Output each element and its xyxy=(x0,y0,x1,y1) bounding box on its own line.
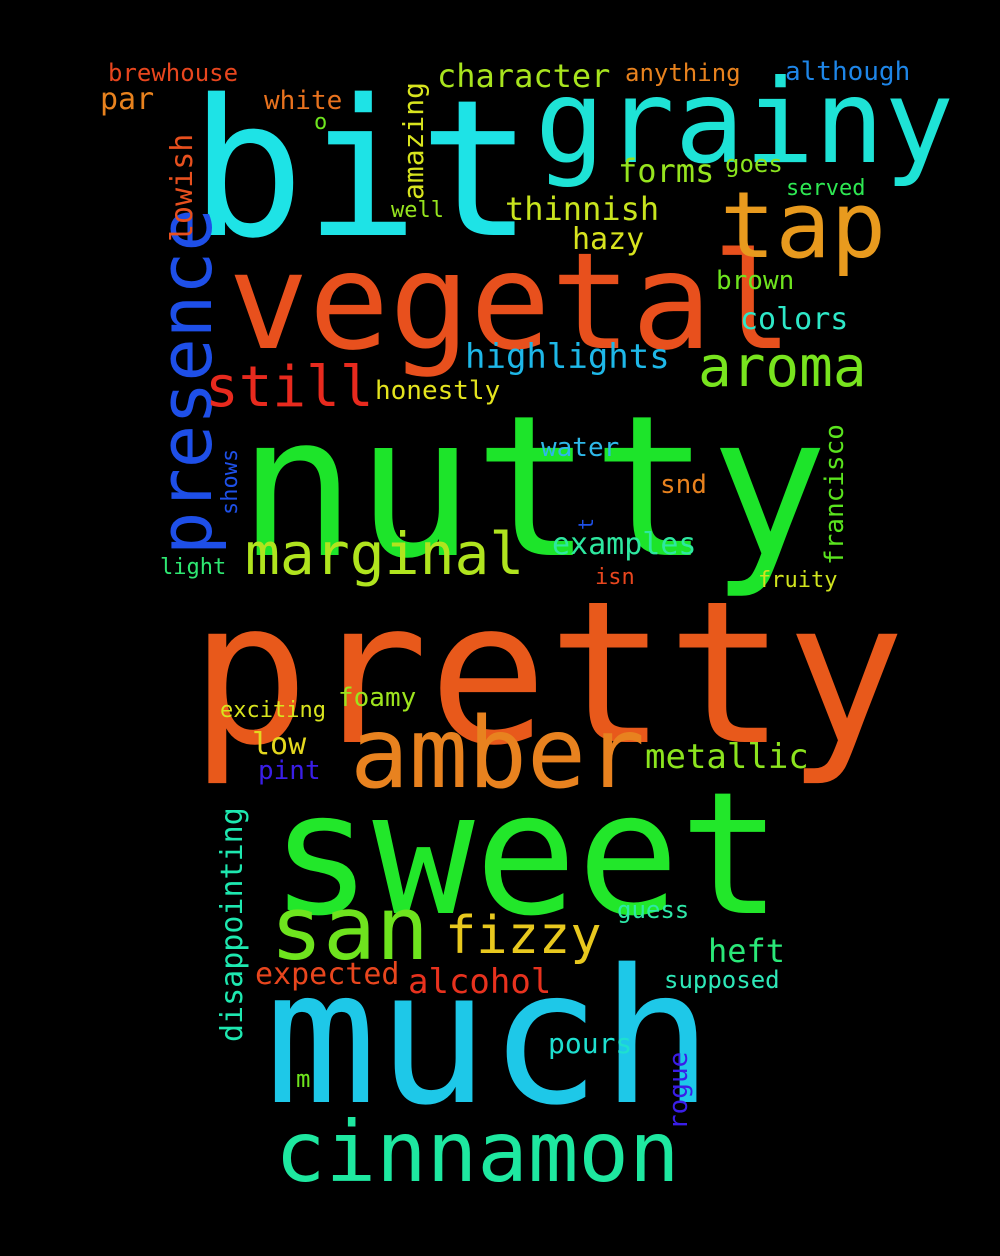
word-guess: guess xyxy=(617,896,690,924)
word-anything: anything xyxy=(625,59,741,87)
word-pint: pint xyxy=(258,756,321,786)
word-san: san xyxy=(270,877,429,980)
word-brown: brown xyxy=(716,266,795,296)
word-aroma: aroma xyxy=(698,335,867,400)
word-pours: pours xyxy=(548,1027,633,1060)
word-still: still xyxy=(205,355,374,420)
word-supposed: supposed xyxy=(664,966,780,994)
word-vegetal: vegetal xyxy=(228,224,793,380)
word-expected: expected xyxy=(255,957,400,992)
word-thinnish: thinnish xyxy=(505,190,660,228)
word-amazing: amazing xyxy=(397,81,430,200)
word-although: although xyxy=(785,57,911,87)
word-low: low xyxy=(252,727,307,762)
word-served: served xyxy=(786,176,866,201)
word-honestly: honestly xyxy=(375,376,501,406)
word-nutty: nutty xyxy=(238,374,829,602)
word-lowish: lowish xyxy=(165,133,200,242)
word-goes: goes xyxy=(725,150,783,178)
word-pretty: pretty xyxy=(190,558,906,789)
word-amber: amber xyxy=(350,697,646,811)
word-much: much xyxy=(265,929,713,1146)
word-examples: examples xyxy=(552,527,697,562)
word-isn: isn xyxy=(595,565,635,590)
word-m: m xyxy=(296,1065,311,1093)
word-fruity: fruity xyxy=(758,568,838,593)
word-foamy: foamy xyxy=(338,683,417,713)
word-cinnamon: cinnamon xyxy=(275,1103,680,1201)
word-exciting: exciting xyxy=(220,698,326,723)
word-marginal: marginal xyxy=(245,520,525,588)
word-heft: heft xyxy=(708,932,786,970)
word-forms: forms xyxy=(618,152,715,190)
word-light: light xyxy=(160,555,227,580)
word-bit: bit xyxy=(190,59,534,280)
word-white: white xyxy=(264,86,343,116)
word-snd: snd xyxy=(660,470,707,500)
word-o: o xyxy=(314,110,328,135)
word-metallic: metallic xyxy=(645,737,809,777)
word-shows: shows xyxy=(218,448,243,515)
word-well: well xyxy=(391,198,444,223)
word-disappointing: disappointing xyxy=(215,807,250,1042)
word-francisco: francisco xyxy=(820,424,850,565)
word-hazy: hazy xyxy=(572,222,645,257)
word-par: par xyxy=(100,82,155,117)
word-fizzy: fizzy xyxy=(445,906,602,966)
word-brewhouse: brewhouse xyxy=(108,59,239,87)
word-grainy: grainy xyxy=(535,55,955,190)
word-tap: tap xyxy=(720,172,887,279)
word-t: t xyxy=(574,517,598,530)
word-alcohol: alcohol xyxy=(408,962,552,1002)
word-sweet: sweet xyxy=(270,756,782,954)
word-colors: colors xyxy=(740,302,849,337)
word-highlights: highlights xyxy=(465,337,670,377)
word-rogue: rogue xyxy=(664,1051,694,1130)
word-character: character xyxy=(437,57,611,95)
word-water: water xyxy=(541,433,620,463)
